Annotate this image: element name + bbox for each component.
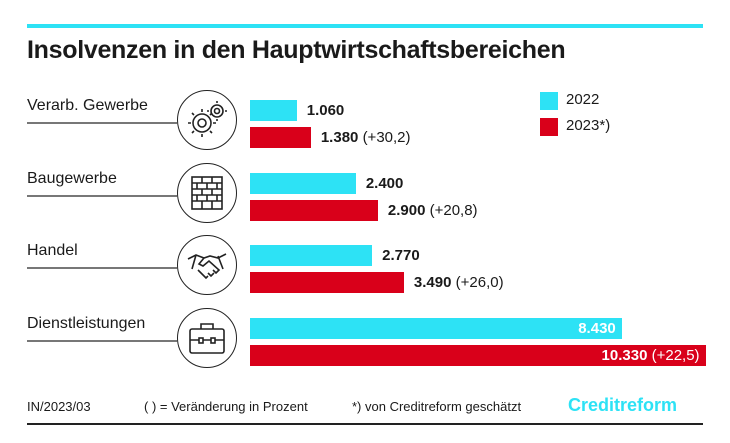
value-label: 1.380 (+30,2) xyxy=(321,127,411,148)
value-label: 1.060 xyxy=(307,100,345,121)
change-label: (+22,5) xyxy=(651,347,700,364)
category-underline xyxy=(27,267,177,269)
value-number: 3.490 xyxy=(413,274,452,291)
brick-wall-icon xyxy=(177,163,237,223)
footnote-percent: ( ) = Veränderung in Prozent xyxy=(144,399,308,414)
creditreform-logo: Creditreform xyxy=(568,395,678,415)
legend-label-2023: 2023*) xyxy=(566,117,611,134)
category-underline xyxy=(27,122,177,124)
value-number: 2.900 xyxy=(387,202,426,219)
legend-label-2022: 2022 xyxy=(566,91,600,108)
bar-2022 xyxy=(250,318,622,339)
chart-title: Insolvenzen in den Hauptwirtschaftsberei… xyxy=(27,36,566,64)
bar-2023 xyxy=(250,272,404,293)
gears-icon xyxy=(177,90,237,150)
category-label: Baugewerbe xyxy=(27,170,117,187)
bar-2022 xyxy=(250,100,297,121)
bar-2023 xyxy=(250,345,706,366)
value-label: 2.770 xyxy=(382,245,420,266)
bar-2023 xyxy=(250,200,378,221)
value-label: 2.900 (+20,8) xyxy=(388,200,478,221)
change-label: (+20,8) xyxy=(429,202,478,219)
category-underline xyxy=(27,195,177,197)
value-number: 2.770 xyxy=(382,247,420,264)
footnote-estimate: *) von Creditreform geschätzt xyxy=(352,399,522,414)
category-label: Dienstleistungen xyxy=(27,315,146,332)
value-label: 3.490 (+26,0) xyxy=(414,272,504,293)
value-number: 2.400 xyxy=(365,175,404,192)
value-label: 2.400 xyxy=(366,173,404,194)
legend-swatch-2022 xyxy=(540,92,558,110)
change-label: (+30,2) xyxy=(362,129,411,146)
handshake-icon xyxy=(177,235,237,295)
value-number: 10.330 xyxy=(601,347,648,364)
bar-2023 xyxy=(250,127,311,148)
value-label: 8.430 xyxy=(578,318,616,339)
category-underline xyxy=(27,340,177,342)
category-label: Handel xyxy=(27,242,78,259)
source-code: IN/2023/03 xyxy=(27,399,91,414)
value-label: 10.330 (+22,5) xyxy=(602,345,700,366)
briefcase-icon xyxy=(177,308,237,368)
top-rule xyxy=(27,24,703,28)
change-label: (+26,0) xyxy=(455,274,504,291)
value-number: 8.430 xyxy=(578,320,616,337)
bar-2022 xyxy=(250,245,373,266)
value-number: 1.060 xyxy=(306,102,345,119)
category-label: Verarb. Gewerbe xyxy=(27,97,148,114)
legend-swatch-2023 xyxy=(540,118,558,136)
value-number: 1.380 xyxy=(320,129,359,146)
bar-2022 xyxy=(250,173,356,194)
bottom-rule xyxy=(27,423,703,425)
